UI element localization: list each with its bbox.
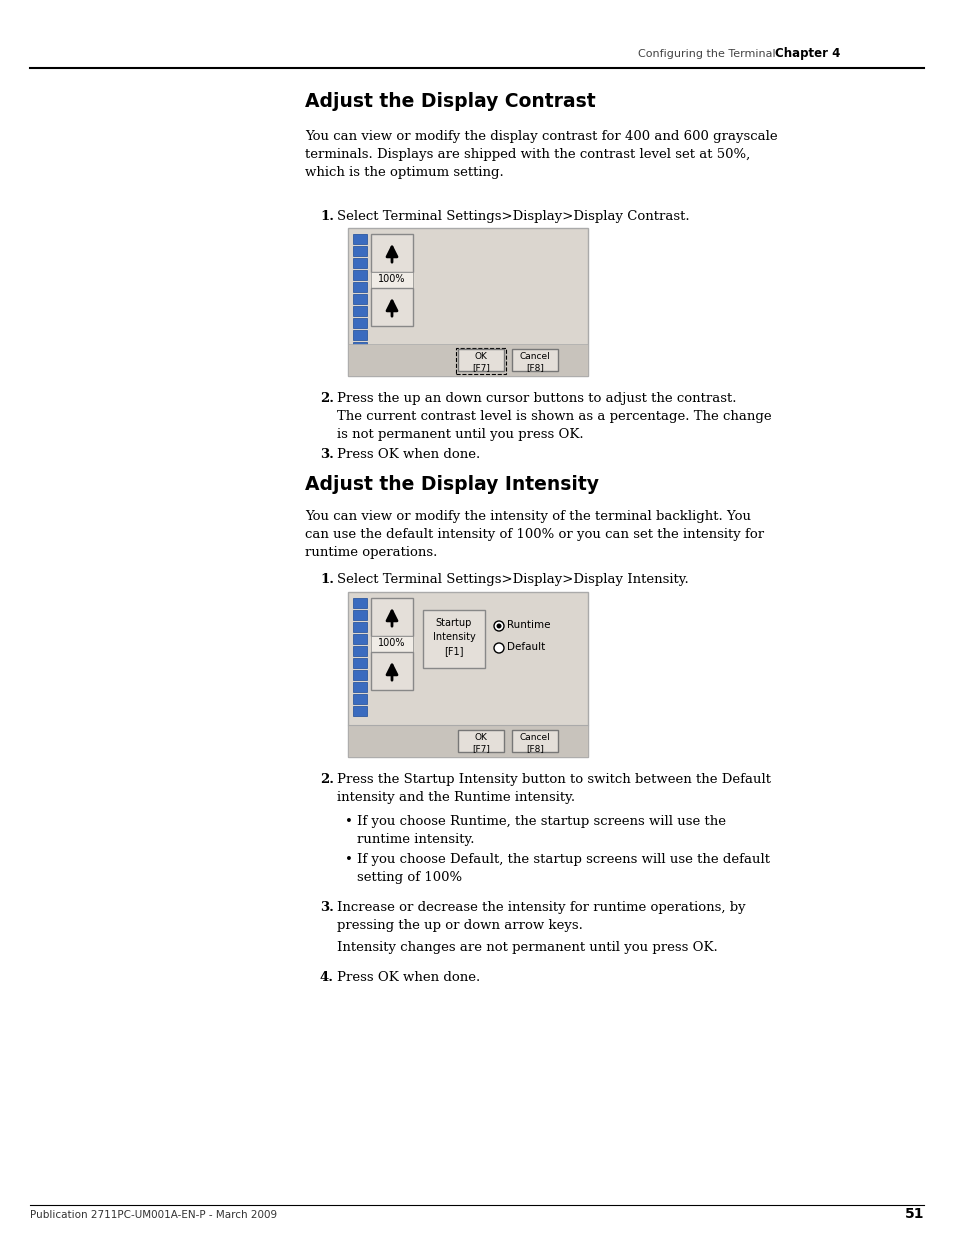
Bar	[371, 598, 413, 636]
Text: Adjust the Display Contrast: Adjust the Display Contrast	[305, 91, 595, 111]
Text: Increase or decrease the intensity for runtime operations, by: Increase or decrease the intensity for r…	[336, 902, 745, 914]
Bar	[371, 652, 413, 690]
Bar	[353, 646, 367, 656]
Bar	[353, 258, 367, 268]
Text: 100%: 100%	[377, 638, 405, 648]
Text: 2.: 2.	[319, 391, 334, 405]
Bar	[348, 228, 587, 375]
Bar	[353, 306, 367, 316]
Text: The current contrast level is shown as a percentage. The change: The current contrast level is shown as a…	[336, 410, 771, 424]
Text: Adjust the Display Intensity: Adjust the Display Intensity	[305, 475, 598, 494]
Bar	[353, 694, 367, 704]
Bar	[348, 725, 587, 757]
Text: Cancel
[F8]: Cancel [F8]	[519, 734, 550, 753]
Text: intensity and the Runtime intensity.: intensity and the Runtime intensity.	[336, 790, 575, 804]
Bar	[353, 622, 367, 632]
Bar	[457, 730, 503, 752]
Text: 3.: 3.	[319, 448, 334, 461]
Text: 4.: 4.	[319, 971, 334, 984]
Text: Default: Default	[506, 642, 545, 652]
Text: Press the Startup Intensity button to switch between the Default: Press the Startup Intensity button to sw…	[336, 773, 770, 785]
Bar	[353, 317, 367, 329]
Text: You can view or modify the intensity of the terminal backlight. You: You can view or modify the intensity of …	[305, 510, 750, 522]
Circle shape	[496, 624, 501, 629]
Bar	[348, 592, 587, 757]
Bar	[353, 330, 367, 340]
Text: 1.: 1.	[319, 210, 334, 224]
Text: Intensity changes are not permanent until you press OK.: Intensity changes are not permanent unti…	[336, 941, 717, 953]
Text: 1.: 1.	[319, 573, 334, 585]
Text: 51: 51	[903, 1207, 923, 1221]
Text: Runtime: Runtime	[506, 620, 550, 630]
Text: which is the optimum setting.: which is the optimum setting.	[305, 165, 503, 179]
Text: •: •	[345, 815, 353, 827]
Text: pressing the up or down arrow keys.: pressing the up or down arrow keys.	[336, 919, 582, 932]
Bar	[353, 233, 367, 245]
Bar	[353, 246, 367, 256]
Bar	[353, 270, 367, 280]
Text: Configuring the Terminal: Configuring the Terminal	[638, 49, 775, 59]
Text: can use the default intensity of 100% or you can set the intensity for: can use the default intensity of 100% or…	[305, 529, 763, 541]
Bar	[371, 636, 413, 652]
Text: Cancel
[F8]: Cancel [F8]	[519, 352, 550, 372]
Bar	[353, 682, 367, 692]
Text: You can view or modify the display contrast for 400 and 600 grayscale: You can view or modify the display contr…	[305, 130, 777, 143]
Text: 3.: 3.	[319, 902, 334, 914]
Circle shape	[494, 621, 503, 631]
Bar	[371, 233, 413, 272]
Bar	[353, 658, 367, 668]
Text: runtime intensity.: runtime intensity.	[356, 832, 474, 846]
Text: If you choose Default, the startup screens will use the default: If you choose Default, the startup scree…	[356, 853, 769, 866]
Bar	[353, 671, 367, 680]
Bar	[422, 610, 484, 668]
Text: •: •	[345, 853, 353, 866]
Bar	[348, 345, 587, 375]
Bar	[353, 634, 367, 643]
Text: Select Terminal Settings>Display>Display Intensity.: Select Terminal Settings>Display>Display…	[336, 573, 688, 585]
Bar	[353, 598, 367, 608]
Text: setting of 100%: setting of 100%	[356, 871, 461, 884]
Bar	[353, 706, 367, 716]
Text: OK
[F7]: OK [F7]	[472, 734, 490, 753]
Text: is not permanent until you press OK.: is not permanent until you press OK.	[336, 429, 583, 441]
Text: If you choose Runtime, the startup screens will use the: If you choose Runtime, the startup scree…	[356, 815, 725, 827]
Text: Publication 2711PC-UM001A-EN-P - March 2009: Publication 2711PC-UM001A-EN-P - March 2…	[30, 1210, 276, 1220]
Bar	[353, 282, 367, 291]
Bar	[371, 272, 413, 288]
Bar	[353, 610, 367, 620]
Bar	[512, 730, 558, 752]
Text: Press the up an down cursor buttons to adjust the contrast.: Press the up an down cursor buttons to a…	[336, 391, 736, 405]
Text: 2.: 2.	[319, 773, 334, 785]
Bar	[371, 288, 413, 326]
Text: Chapter 4: Chapter 4	[774, 47, 840, 61]
Bar	[353, 294, 367, 304]
Text: Press OK when done.: Press OK when done.	[336, 448, 479, 461]
Text: Select Terminal Settings>Display>Display Contrast.: Select Terminal Settings>Display>Display…	[336, 210, 689, 224]
Text: OK
[F7]: OK [F7]	[472, 352, 490, 372]
Text: 100%: 100%	[377, 274, 405, 284]
Bar	[456, 348, 505, 374]
Text: runtime operations.: runtime operations.	[305, 546, 436, 559]
Bar	[353, 342, 367, 352]
Text: Press OK when done.: Press OK when done.	[336, 971, 479, 984]
Text: terminals. Displays are shipped with the contrast level set at 50%,: terminals. Displays are shipped with the…	[305, 148, 749, 161]
Text: Startup
Intensity
[F1]: Startup Intensity [F1]	[432, 618, 475, 656]
Bar	[457, 350, 503, 370]
Circle shape	[494, 643, 503, 653]
Bar	[512, 350, 558, 370]
